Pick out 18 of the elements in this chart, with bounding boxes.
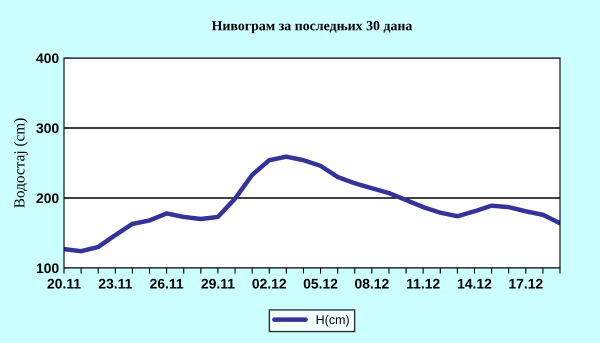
x-tick-label: 29.11 [201, 278, 235, 289]
y-axis-title: Водостај (cm) [14, 118, 28, 208]
line-series [64, 154, 560, 254]
x-tick-label: 23.11 [98, 278, 132, 289]
x-tick-label: 05.12 [304, 278, 338, 289]
x-tick-label: 17.12 [509, 278, 543, 288]
x-tick-label: 08.12 [355, 278, 389, 289]
y-tick-label: 400 [36, 53, 59, 64]
x-tick-label: 02.12 [252, 278, 286, 289]
legend-label: H(cm) [316, 314, 349, 327]
x-tick-label: 26.11 [150, 278, 184, 289]
x-tick-label: 20.11 [47, 278, 81, 289]
x-tick-label: 14.12 [458, 278, 492, 288]
x-tick-label: 11.12 [407, 278, 440, 288]
y-tick-label: 300 [36, 123, 59, 134]
y-tick-label: 200 [36, 193, 59, 204]
chart-title: Нивограм за последњих 30 дана [212, 20, 412, 34]
y-tick-label: 100 [36, 263, 59, 274]
